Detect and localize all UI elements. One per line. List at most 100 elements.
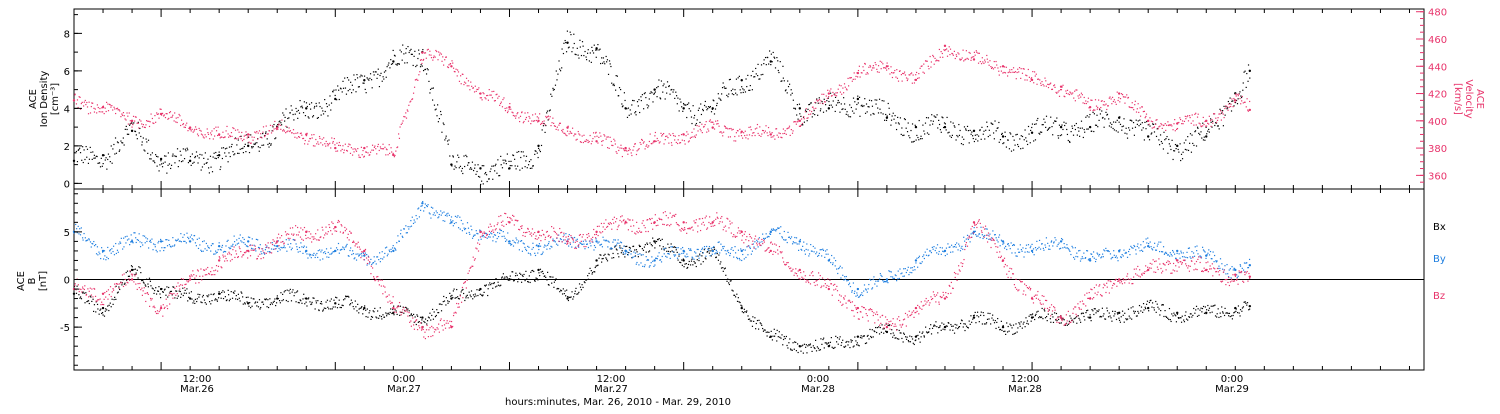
bx-dot [723, 271, 724, 272]
ion-density-dot [754, 76, 755, 77]
by-point [770, 231, 772, 233]
velocity-dot [695, 137, 696, 138]
bx-dot [209, 301, 210, 302]
velocity-dot [177, 117, 178, 118]
velocity-dot [1196, 124, 1197, 125]
bx-dot [245, 303, 246, 304]
ion-density-dot [862, 106, 863, 107]
ion-density-dot [1172, 140, 1173, 141]
bx-dot [266, 298, 267, 299]
bx-dot [349, 304, 350, 305]
velocity-dot [764, 132, 765, 133]
ion-density-dot [422, 49, 423, 50]
ion-density-dot [304, 101, 305, 102]
ion-density-dot [1185, 140, 1186, 141]
velocity-dot [665, 139, 666, 140]
bx-dot [305, 298, 306, 299]
velocity-dot [367, 152, 368, 153]
bx-dot [879, 333, 880, 334]
by-dot [478, 239, 479, 240]
ion-density-dot [547, 111, 548, 112]
bx-dot [184, 293, 185, 294]
by-dot [738, 250, 739, 251]
by-dot [616, 244, 617, 245]
ion-density-dot [882, 113, 883, 114]
by-dot [267, 251, 268, 252]
bx-dot [253, 298, 254, 299]
ion-density-dot [430, 89, 431, 90]
ion-density-dot [1223, 106, 1224, 107]
bx-dot [947, 326, 948, 327]
ion-density-dot [1190, 133, 1191, 134]
bx-dot [820, 349, 821, 350]
by-dot [497, 238, 498, 239]
ion-density-dot [527, 167, 528, 168]
bx-dot [977, 312, 978, 313]
by-dot [741, 260, 742, 261]
bx-dot [811, 347, 812, 348]
velocity-dot [290, 130, 291, 131]
bx-dot [452, 297, 453, 298]
velocity-dot [499, 105, 500, 106]
ion-density-dot [1165, 138, 1166, 139]
velocity-dot [371, 150, 372, 151]
velocity-dot [108, 110, 109, 111]
velocity-dot [745, 131, 746, 132]
by-dot [585, 241, 586, 242]
ion-density-dot [736, 79, 737, 80]
ion-density-dot [399, 50, 400, 51]
velocity-dot [627, 154, 628, 155]
bx-dot [228, 294, 229, 295]
velocity-dot [570, 131, 571, 132]
ion-density-dot [486, 174, 487, 175]
by-dot [583, 241, 584, 242]
bx-dot [373, 311, 374, 312]
velocity-dot [304, 143, 305, 144]
by-dot [115, 243, 116, 244]
velocity-dot [208, 134, 209, 135]
by-dot [641, 254, 642, 255]
bx-dot [898, 339, 899, 340]
velocity-dot [532, 114, 533, 115]
bx-dot [126, 280, 127, 281]
ion-density-dot [986, 122, 987, 123]
bx-dot [381, 318, 382, 319]
ion-density-dot [311, 102, 312, 103]
bx-dot [114, 297, 115, 298]
bx-dot [751, 320, 752, 321]
velocity-dot [1138, 103, 1139, 104]
bx-dot [487, 295, 488, 296]
velocity-dot [810, 113, 811, 114]
velocity-dot [609, 148, 610, 149]
velocity-dot [443, 65, 444, 66]
velocity-dot [1087, 101, 1088, 102]
velocity-dot [498, 96, 499, 97]
ion-density-dot [649, 93, 650, 94]
bx-dot [815, 340, 816, 341]
bx-dot [447, 300, 448, 301]
velocity-dot [1073, 97, 1074, 98]
bx-dot [291, 300, 292, 301]
by-dot [357, 253, 358, 254]
bx-dot [881, 332, 882, 333]
by-dot [544, 247, 545, 248]
by-dot [676, 247, 677, 248]
ion-density-dot [389, 67, 390, 68]
velocity-dot [312, 137, 313, 138]
ion-density-dot [778, 70, 779, 71]
ion-density-dot [535, 151, 536, 152]
bx-dot [1146, 304, 1147, 305]
ion-density-dot [327, 106, 328, 107]
ion-density-dot [1026, 141, 1027, 142]
bx-dot [595, 267, 596, 268]
bx-dot [206, 304, 207, 305]
bx-dot [993, 320, 994, 321]
bx-dot [1170, 319, 1171, 320]
velocity-dot [201, 134, 202, 135]
bx-dot [153, 293, 154, 294]
bx-dot [1033, 317, 1034, 318]
bx-dot [914, 344, 915, 345]
velocity-dot [728, 136, 729, 137]
velocity-dot [667, 137, 668, 138]
bx-dot [183, 295, 184, 296]
